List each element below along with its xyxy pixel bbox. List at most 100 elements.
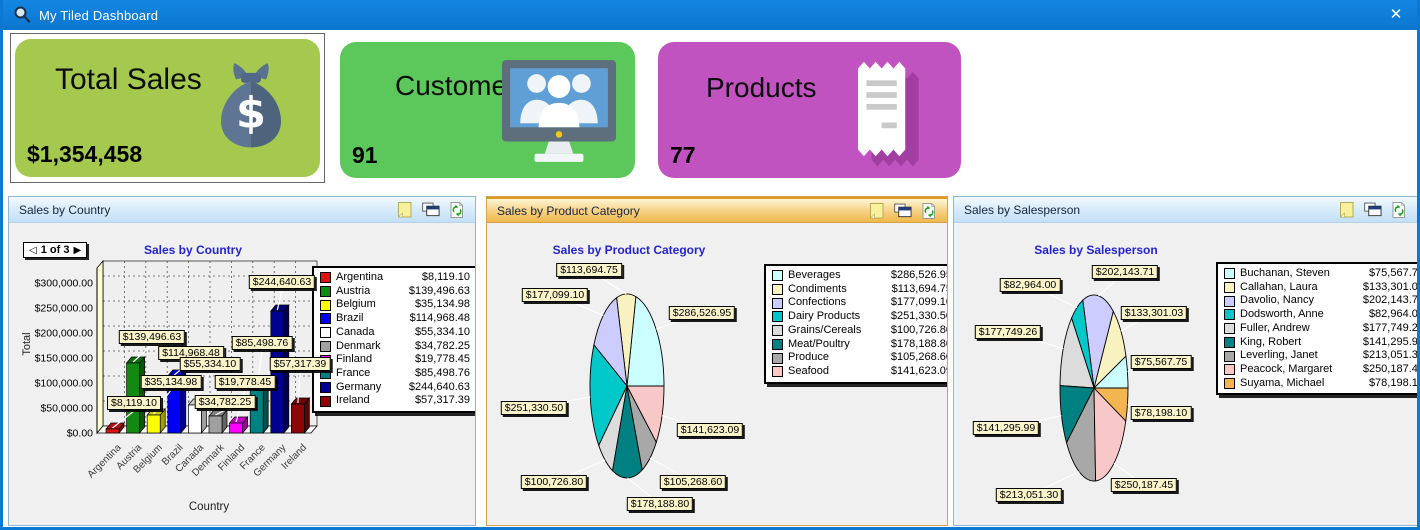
legend-value: $19,778.45 [414,353,470,366]
sticky-note-icon[interactable] [868,202,886,219]
legend-row: Suyama, Michael $78,198.10 [1224,377,1417,391]
y-tick-label: $50,000.00 [40,403,93,415]
pie-slice-leverling-janet[interactable] [1066,387,1097,482]
legend-swatch [772,325,783,337]
bar-finland[interactable] [229,422,243,434]
legend-row: Buchanan, Steven $75,567.75 [1224,267,1417,281]
title-bar[interactable]: My Tiled Dashboard ✕ [3,0,1417,30]
legend-value: $35,134.98 [414,298,470,311]
panel-header[interactable]: Sales by Product Category [487,197,947,223]
data-label-callout: $19,778.45 [214,375,276,389]
y-axis-title: Total [21,332,33,355]
page-navigator[interactable]: ◁ 1 of 3 ▶ [23,242,88,258]
cascade-windows-icon[interactable] [894,202,912,219]
legend-swatch [772,352,783,364]
tile-products[interactable]: Products 77 [658,42,961,178]
data-label-callout: $286,526.95 [668,306,736,320]
legend-row: Leverling, Janet $213,051.30 [1224,349,1417,363]
legend-value: $139,496.63 [408,284,470,297]
panel-header[interactable]: Sales by Salesperson [954,197,1417,223]
legend-row: Confections $177,099.10 [772,296,947,310]
cascade-windows-icon[interactable] [422,201,440,218]
prev-page-arrow-icon[interactable]: ◁ [29,244,37,256]
bar-austria[interactable] [139,356,145,434]
money-bag-icon: $ [221,62,281,148]
close-button[interactable]: ✕ [1389,6,1403,23]
legend-label: Argentina [336,271,384,283]
legend-swatch [320,395,331,407]
svg-text:$: $ [236,89,266,139]
bar-canada[interactable] [188,404,202,434]
pie-slice-meat-poultry[interactable] [612,385,643,479]
legend-label: Dodsworth, Anne [1240,308,1324,321]
receipt-icon [858,61,919,167]
legend-swatch [1224,364,1235,376]
legend-row: Beverages $286,526.95 [772,269,947,283]
legend-row: King, Robert $141,295.99 [1224,336,1417,350]
bar-france[interactable] [262,383,269,434]
legend-swatch [320,327,331,339]
data-label-callout: $55,334.10 [179,357,241,371]
legend-value: $244,640.63 [408,380,470,393]
legend-label: Confections [788,296,847,309]
legend-row: Dodsworth, Anne $82,964.00 [1224,308,1417,322]
legend-label: Grains/Cereals [788,323,862,336]
legend-value: $105,268.60 [890,351,947,364]
sticky-note-icon[interactable] [396,201,414,218]
next-page-arrow-icon[interactable]: ▶ [73,244,82,256]
legend-label: Condiments [788,282,847,295]
refresh-icon[interactable] [920,202,938,219]
refresh-icon[interactable] [448,201,466,218]
legend-swatch [1224,377,1235,389]
legend-row: Meat/Poultry $178,188.80 [772,338,947,352]
legend-value: $82,964.00 [1368,308,1417,321]
legend-value: $100,726.80 [890,323,947,336]
legend-label: Suyama, Michael [1240,376,1325,389]
panel-header[interactable]: Sales by Country [9,197,475,223]
sticky-note-icon[interactable] [1338,201,1356,218]
cascade-windows-icon[interactable] [1364,201,1382,218]
legend-label: Meat/Poultry [788,337,850,350]
window-title: My Tiled Dashboard [39,7,159,23]
legend-value: $57,317.39 [414,394,470,407]
legend-swatch [320,299,331,311]
bar-belgium[interactable] [146,414,161,434]
data-label-callout: $75,567.75 [1130,355,1192,369]
legend-row: Dairy Products $251,330.50 [772,310,947,324]
refresh-icon[interactable] [1390,201,1408,218]
chart-body-sales-by-salesperson: Sales by Salesperson Buchanan, Steven $75,… [954,223,1417,525]
bar-denmark[interactable] [208,415,223,434]
bar-argentina[interactable] [105,428,120,434]
data-label-callout: $141,623.09 [676,423,744,437]
legend-swatch [1224,336,1235,348]
legend-swatch [772,366,783,378]
data-label-callout: $250,187.45 [1110,478,1178,492]
y-tick-label: $100,000.00 [35,378,94,390]
legend-row: Argentina $8,119.10 [320,271,470,285]
data-label-callout: $202,143.71 [1091,265,1159,279]
tile-total-sales[interactable]: Total Sales $ $1,354,458 [15,39,320,177]
panel-header-title: Sales by Salesperson [964,202,1081,217]
data-label-callout: $178,188.80 [626,497,694,511]
y-tick-label: $150,000.00 [35,353,94,365]
panel-header-title: Sales by Product Category [497,203,640,218]
selected-tile-outline: Total Sales $ $1,354,458 [10,33,325,183]
data-label-callout: $85,498.76 [231,336,293,350]
legend-swatch [1224,295,1235,307]
tile-title: Products [706,72,817,103]
legend-label: France [336,366,371,379]
legend-row: France $85,498.76 [320,367,470,381]
legend-label: Fuller, Andrew [1240,321,1310,334]
legend-label: Leverling, Janet [1240,349,1318,362]
tile-customers[interactable]: Customers 91 [340,42,635,178]
legend-label: Produce [788,351,829,364]
legend-label: Peacock, Margaret [1240,362,1333,375]
bar-ireland[interactable] [291,403,305,434]
legend-label: Germany [336,380,382,393]
panel-sales-by-product-category: Sales by Product Category Sales by Produ… [486,196,948,526]
pie-slice-davolio-nancy[interactable] [1082,294,1114,389]
legend-value: $85,498.76 [414,366,470,379]
data-label-callout: $78,198.10 [1130,406,1192,420]
pie-slice-suyama-michael[interactable] [1092,387,1129,422]
bar-germany[interactable] [270,310,285,434]
